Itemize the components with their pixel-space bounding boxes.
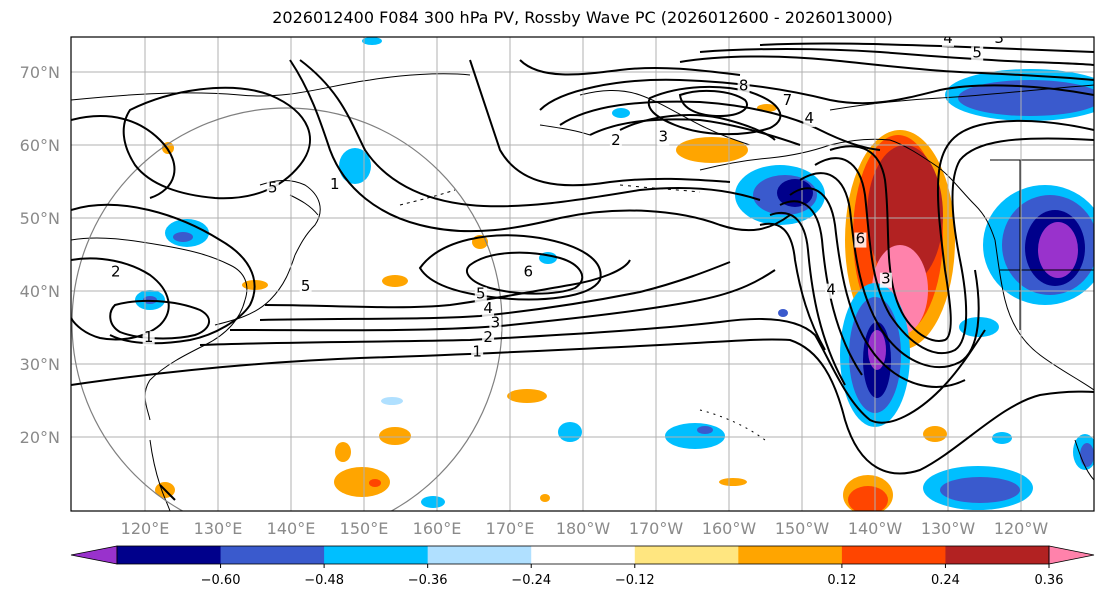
contour-label-bg bbox=[482, 301, 495, 317]
colorbar-tick-label: −0.24 bbox=[511, 573, 551, 588]
positive-pv-anomalies bbox=[155, 104, 955, 511]
contour-label: 1 bbox=[330, 175, 340, 193]
contour-label: 2 bbox=[111, 262, 121, 280]
latitude-labels: 70°N 60°N 50°N 40°N 30°N 20°N bbox=[20, 63, 60, 447]
contour-label: 6 bbox=[856, 230, 866, 248]
lon-label: 120°E bbox=[121, 519, 170, 538]
contour-label: 5 bbox=[972, 43, 982, 61]
contour-label: 5 bbox=[301, 277, 311, 295]
contour-label: 7 bbox=[783, 91, 793, 109]
colorbar-segment bbox=[738, 546, 843, 564]
contour-label: 6 bbox=[523, 262, 533, 280]
contour-label: 4 bbox=[805, 109, 815, 127]
lon-label: 140°E bbox=[267, 519, 316, 538]
contour-label: 4 bbox=[943, 29, 953, 47]
colorbar-segment bbox=[427, 546, 532, 564]
contour-label-bg bbox=[142, 331, 155, 347]
contour-label-bg bbox=[109, 265, 122, 281]
lon-label: 130°W bbox=[921, 519, 976, 538]
colorbar-segment bbox=[324, 546, 429, 564]
lon-label: 130°E bbox=[194, 519, 243, 538]
contour-label-bg bbox=[522, 265, 535, 281]
colorbar-tick-label: −0.36 bbox=[408, 573, 448, 588]
colorbar-tick-label: 0.12 bbox=[827, 573, 856, 588]
contour-label-bg bbox=[803, 112, 816, 128]
pv-contours bbox=[71, 42, 1094, 475]
contour-label: 4 bbox=[483, 299, 493, 317]
lon-label: 160°W bbox=[702, 519, 757, 538]
lon-label: 120°W bbox=[994, 519, 1049, 538]
colorbar-segment bbox=[841, 546, 946, 564]
contour-label: 2 bbox=[611, 131, 621, 149]
contour-label-bg bbox=[657, 130, 670, 146]
contour-label-bg bbox=[737, 79, 750, 95]
colorbar-tick-label: −0.60 bbox=[201, 573, 241, 588]
lat-label: 20°N bbox=[20, 428, 60, 447]
lat-label: 70°N bbox=[20, 63, 60, 82]
colorbar-segment bbox=[531, 546, 636, 564]
contour-label-bg bbox=[471, 345, 484, 361]
map-frame bbox=[70, 36, 1095, 512]
map-title: 2026012400 F084 300 hPa PV, Rossby Wave … bbox=[272, 8, 893, 27]
contour-label-bg bbox=[474, 287, 487, 303]
lon-label: 160°E bbox=[413, 519, 462, 538]
lon-label: 150°E bbox=[340, 519, 389, 538]
contour-label-bg bbox=[854, 232, 867, 248]
colorbar: −0.60−0.48−0.36−0.24−0.120.120.240.360.4… bbox=[70, 545, 1095, 588]
contour-label: 5 bbox=[476, 284, 486, 302]
colorbar-tick-label: −0.12 bbox=[615, 573, 655, 588]
colorbar-tick-label: −0.48 bbox=[304, 573, 344, 588]
contour-label: 8 bbox=[739, 76, 749, 94]
contour-label: 4 bbox=[826, 281, 836, 299]
contour-label-bg bbox=[299, 280, 312, 295]
colorbar-tick-label: 0.36 bbox=[1035, 573, 1064, 588]
lat-label: 60°N bbox=[20, 136, 60, 155]
colorbar-extend-min bbox=[70, 545, 118, 565]
contour-label: 1 bbox=[144, 328, 154, 346]
contour-label: 1 bbox=[472, 343, 482, 361]
colorbar-segment bbox=[220, 546, 325, 564]
contour-label-bg bbox=[879, 272, 892, 288]
contour-label-bg bbox=[825, 283, 838, 299]
colorbar-segment bbox=[117, 546, 222, 564]
lon-label: 170°E bbox=[486, 519, 535, 538]
contour-label: 3 bbox=[491, 314, 501, 332]
longitude-labels: 120°E 130°E 140°E 150°E 160°E 170°E 180°… bbox=[121, 519, 1049, 538]
contour-label-bg bbox=[942, 37, 954, 47]
colorbar-segment bbox=[634, 546, 739, 564]
lon-label: 180°W bbox=[556, 519, 611, 538]
contour-label: 3 bbox=[881, 270, 891, 288]
contour-label: 2 bbox=[483, 328, 493, 346]
gridlines bbox=[71, 37, 1094, 511]
colorbar-segment bbox=[945, 546, 1050, 564]
colorbar-tick-label: 0.24 bbox=[931, 573, 960, 588]
contour-label-bg bbox=[971, 46, 984, 62]
colorbar-extend-max bbox=[1048, 545, 1095, 565]
lat-label: 40°N bbox=[20, 282, 60, 301]
lon-label: 170°W bbox=[629, 519, 684, 538]
contour-label: 3 bbox=[659, 127, 669, 145]
contour-label-bg bbox=[609, 134, 622, 149]
region-circle bbox=[71, 107, 503, 511]
lat-label: 50°N bbox=[20, 209, 60, 228]
contour-label: 3 bbox=[994, 29, 1004, 47]
colorbar-frame bbox=[116, 545, 1050, 565]
lat-label: 30°N bbox=[20, 355, 60, 374]
contour-label-bg bbox=[482, 331, 495, 347]
lon-label: 140°W bbox=[848, 519, 903, 538]
contour-label-bg bbox=[328, 177, 341, 193]
lon-label: 150°W bbox=[775, 519, 830, 538]
contour-label-bg bbox=[993, 37, 1006, 47]
contour-label-bg bbox=[266, 181, 279, 197]
contour-label-bg bbox=[489, 316, 502, 332]
contour-label-bg bbox=[781, 93, 794, 109]
contour-label: 5 bbox=[268, 178, 278, 196]
